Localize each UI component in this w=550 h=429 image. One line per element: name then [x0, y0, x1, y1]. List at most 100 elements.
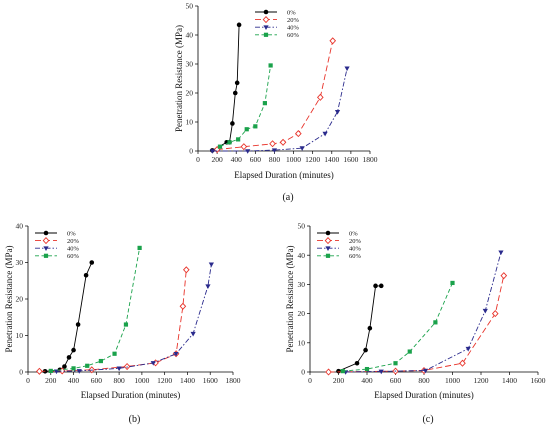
x-tick-label: 1200	[474, 376, 489, 385]
data-point	[230, 121, 235, 126]
y-tick-label: 0	[189, 147, 193, 156]
x-tick-label: 1000	[445, 376, 460, 385]
y-tick-label: 30	[186, 60, 194, 69]
data-point	[217, 144, 223, 149]
legend-label: 60%	[349, 253, 362, 260]
data-point	[450, 280, 455, 286]
series-line	[212, 68, 348, 152]
legend-label: 20%	[67, 238, 80, 245]
data-point	[150, 361, 156, 366]
series-40pct	[209, 66, 350, 154]
series-line	[212, 24, 240, 151]
data-point	[236, 22, 242, 28]
x-axis-label: Elapsed Duration (minutes)	[374, 390, 473, 400]
legend-marker	[42, 237, 50, 245]
x-tick-label: 400	[68, 376, 80, 385]
x-tick-label: 200	[45, 376, 57, 385]
series-40pct	[343, 250, 504, 375]
y-tick-label: 30	[16, 258, 24, 267]
data-point	[83, 272, 89, 278]
x-tick-label: 1400	[180, 376, 195, 385]
data-point	[295, 130, 302, 138]
chart-panel-c: 0 200 400 600 800 1000 1200 1400 1600 0 10 20 30 40 50…	[285, 222, 546, 425]
panel-caption: (a)	[282, 192, 293, 203]
chart-panel-b: 0 200 400 600 800 1000 1200 1400 1600 1800 0 10 20 30…	[4, 222, 241, 425]
data-point	[85, 363, 90, 368]
series-20pct	[213, 37, 337, 154]
data-point	[354, 360, 360, 366]
data-point	[66, 355, 72, 360]
chart-panel-a: 0 200 400 600 800 1000 1200 1400 1600 1800 0 10 20 30…	[174, 2, 378, 203]
legend-label: 0%	[287, 9, 296, 16]
data-point	[179, 302, 187, 310]
data-point	[334, 110, 341, 115]
legend: 0%20%40%60%	[317, 230, 362, 260]
series-60pct	[340, 280, 455, 374]
data-point	[262, 101, 267, 106]
legend: 0%20%40%60%	[255, 9, 300, 39]
x-axis-label: Elapsed Duration (minutes)	[234, 170, 333, 180]
series-line	[56, 264, 212, 372]
legend-marker	[325, 230, 331, 236]
x-tick-label: 0	[196, 155, 200, 164]
legend-label: 0%	[67, 230, 76, 237]
data-point	[322, 131, 328, 137]
y-tick-label: 10	[298, 338, 306, 347]
x-tick-label: 600	[91, 376, 103, 385]
series-60pct	[48, 245, 142, 374]
panel-caption: (c)	[422, 414, 433, 425]
x-tick-label: 200	[333, 376, 345, 385]
y-tick-label: 20	[298, 309, 306, 318]
series-line	[345, 252, 502, 373]
data-point	[329, 37, 337, 45]
legend-label: 60%	[287, 32, 300, 39]
data-point	[236, 137, 241, 142]
data-point	[393, 361, 398, 366]
legend-marker	[325, 253, 331, 258]
data-point	[363, 347, 368, 353]
series-0pct	[336, 283, 384, 374]
legend-label: 20%	[287, 17, 300, 24]
y-axis-label: Penetration Resistance (MPa)	[4, 246, 14, 353]
legend-label: 20%	[349, 238, 362, 245]
legend-marker	[263, 32, 269, 37]
data-point	[378, 369, 384, 375]
data-point	[245, 149, 251, 154]
legend-marker	[263, 9, 269, 15]
series-line	[217, 40, 334, 151]
data-point	[137, 245, 142, 250]
series-60pct	[217, 63, 273, 149]
data-point	[500, 272, 508, 280]
series-20pct	[36, 266, 190, 375]
data-point	[422, 368, 429, 374]
data-point	[373, 283, 378, 289]
x-tick-label: 1000	[134, 376, 149, 385]
series-line	[219, 65, 272, 148]
legend: 0%20%40%60%	[35, 230, 80, 260]
data-point	[269, 140, 276, 148]
y-tick-label: 20	[186, 89, 194, 98]
series-0pct	[210, 22, 242, 153]
legend-label: 40%	[349, 246, 362, 253]
data-point	[89, 260, 95, 265]
x-tick-label: 1600	[203, 376, 218, 385]
legend-marker	[324, 237, 332, 245]
data-point	[433, 320, 438, 325]
data-point	[208, 262, 214, 268]
legend-label: 40%	[67, 246, 80, 253]
y-tick-label: 40	[186, 31, 194, 40]
legend-marker	[263, 25, 269, 30]
x-tick-label: 1600	[343, 155, 358, 164]
series-line	[342, 282, 453, 372]
panel-caption: (b)	[129, 414, 141, 425]
data-point	[112, 351, 117, 356]
data-point	[182, 266, 190, 274]
y-tick-label: 50	[298, 222, 306, 231]
x-tick-label: 1200	[157, 376, 172, 385]
data-point	[498, 250, 504, 256]
data-point	[240, 143, 248, 151]
data-point	[209, 149, 215, 154]
legend-marker	[43, 230, 49, 236]
y-axis-label: Penetration Resistance (MPa)	[285, 246, 295, 353]
